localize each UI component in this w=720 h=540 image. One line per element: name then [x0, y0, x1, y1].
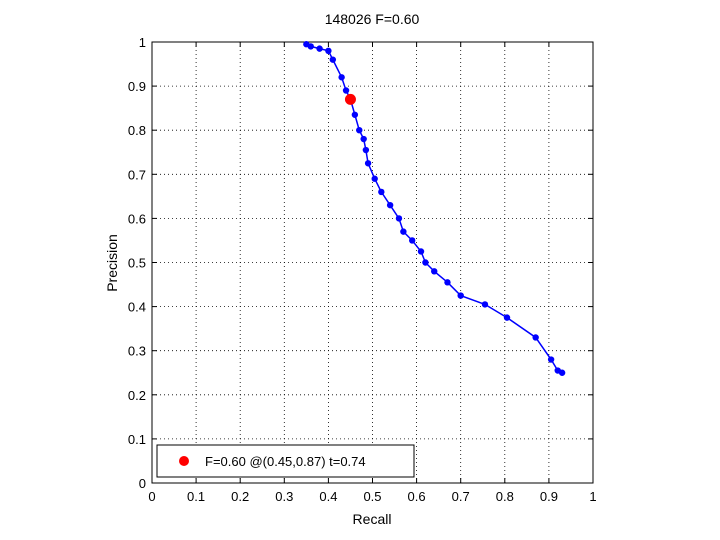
data-point [360, 135, 367, 143]
y-tick-label: 0 [139, 476, 146, 491]
data-point [558, 369, 566, 376]
data-point [371, 175, 378, 182]
chart-title: 148026 F=0.60 [325, 11, 420, 27]
x-tick-label: 0.1 [187, 489, 205, 504]
data-point [444, 279, 451, 286]
x-tick-label: 0.9 [540, 489, 558, 504]
series [303, 41, 566, 376]
x-tick-label: 0.4 [319, 489, 337, 504]
x-tick-label: 0.2 [231, 489, 249, 504]
y-tick-label: 0.4 [128, 300, 146, 315]
data-point [351, 111, 359, 118]
data-point [503, 314, 511, 321]
series-line [306, 43, 563, 374]
data-point [329, 56, 337, 63]
y-tick-label: 0.5 [128, 256, 146, 271]
y-tick-label: 1 [139, 35, 146, 50]
data-point [364, 160, 372, 167]
x-axis-title: Recall [353, 511, 392, 527]
data-point [422, 259, 429, 266]
x-tick-label: 0.8 [496, 489, 514, 504]
y-tick-label: 0.6 [128, 211, 146, 226]
data-point [362, 146, 370, 154]
data-point [417, 248, 425, 255]
x-tick-label: 0.6 [408, 489, 426, 504]
data-point [342, 87, 350, 94]
y-tick-label: 0.3 [128, 344, 146, 359]
legend: F=0.60 @(0.45,0.87) t=0.74 [156, 444, 415, 478]
y-axis-title: Precision [104, 234, 120, 292]
legend-marker [179, 456, 189, 466]
data-point [481, 301, 489, 308]
ticks: 0 0.1 0.2 0.3 0.4 0.5 0.6 0.7 0.8 0.9 1 0 0.1 0.2 0.3 0… [128, 35, 597, 504]
data-point [356, 127, 363, 134]
grid [152, 42, 593, 483]
x-tick-label: 0.7 [452, 489, 470, 504]
x-tick-label: 0.3 [275, 489, 293, 504]
data-point [532, 334, 539, 341]
data-point [395, 215, 403, 222]
x-tick-label: 0 [148, 489, 155, 504]
data-point [547, 356, 555, 363]
legend-label: F=0.60 @(0.45,0.87) t=0.74 [205, 454, 366, 469]
data-point [400, 228, 407, 235]
data-point [325, 47, 332, 55]
data-point [307, 43, 314, 50]
data-point [386, 201, 394, 209]
x-tick-label: 1 [589, 489, 596, 504]
highlight [344, 93, 356, 105]
data-point [431, 268, 438, 275]
y-tick-label: 0.1 [128, 432, 146, 447]
x-tick-label: 0.5 [363, 489, 381, 504]
y-tick-label: 0.8 [128, 123, 146, 138]
data-point [338, 74, 345, 81]
best-f-point [344, 93, 356, 105]
data-point [378, 188, 385, 196]
y-tick-label: 0.9 [128, 79, 146, 94]
data-point [316, 45, 323, 52]
legend-box [156, 444, 415, 478]
data-point [408, 237, 416, 244]
data-point [457, 292, 464, 299]
y-tick-label: 0.2 [128, 388, 146, 403]
y-tick-label: 0.7 [128, 167, 146, 182]
